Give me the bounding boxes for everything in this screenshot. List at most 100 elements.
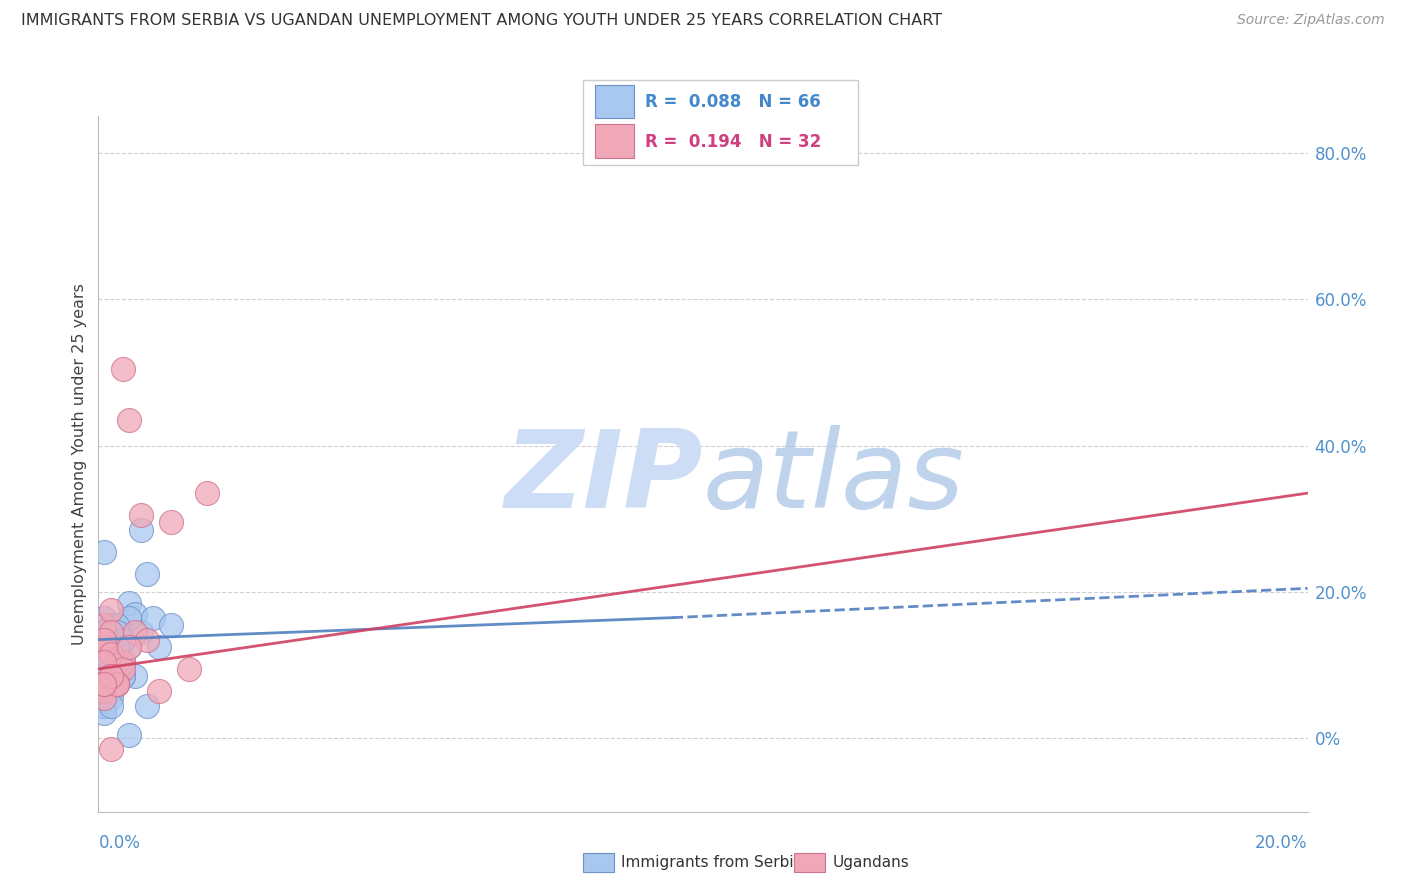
Point	[105, 676, 128, 690]
Point	[129, 625, 152, 640]
Point	[93, 691, 115, 706]
Point	[93, 647, 115, 661]
Point	[93, 676, 115, 690]
Point	[160, 516, 183, 530]
Point	[100, 676, 122, 690]
Text: atlas: atlas	[703, 425, 965, 530]
Point	[105, 655, 128, 669]
Point	[93, 640, 115, 654]
Point	[129, 523, 152, 537]
Point	[105, 618, 128, 632]
Point	[148, 684, 170, 698]
Point	[93, 632, 115, 647]
Text: 0.0%: 0.0%	[98, 834, 141, 852]
Point	[93, 676, 115, 690]
Point	[118, 596, 141, 610]
Point	[111, 632, 134, 647]
Point	[100, 669, 122, 683]
Point	[105, 647, 128, 661]
Point	[100, 625, 122, 640]
Point	[93, 698, 115, 713]
Point	[118, 640, 141, 654]
Point	[179, 662, 201, 676]
Point	[93, 610, 115, 624]
Point	[105, 676, 128, 690]
Point	[111, 662, 134, 676]
Point	[124, 607, 146, 621]
Point	[93, 640, 115, 654]
Point	[93, 655, 115, 669]
Point	[111, 669, 134, 683]
Point	[142, 610, 165, 624]
Point	[93, 625, 115, 640]
Point	[93, 640, 115, 654]
Point	[100, 632, 122, 647]
Point	[195, 486, 218, 500]
Point	[111, 655, 134, 669]
Point	[100, 684, 122, 698]
Point	[100, 669, 122, 683]
Point	[93, 618, 115, 632]
Point	[111, 658, 134, 673]
Point	[100, 691, 122, 706]
Point	[93, 669, 115, 683]
Point	[100, 662, 122, 676]
Point	[100, 684, 122, 698]
Point	[111, 669, 134, 683]
Point	[93, 545, 115, 559]
Point	[111, 655, 134, 669]
Point	[148, 640, 170, 654]
Text: R =  0.088   N = 66: R = 0.088 N = 66	[645, 94, 821, 112]
Point	[100, 618, 122, 632]
Point	[93, 676, 115, 690]
Point	[118, 610, 141, 624]
Point	[105, 625, 128, 640]
Point	[100, 640, 122, 654]
Text: R =  0.194   N = 32: R = 0.194 N = 32	[645, 133, 821, 151]
Point	[135, 566, 157, 581]
Point	[105, 669, 128, 683]
Point	[93, 691, 115, 706]
Point	[93, 676, 115, 690]
Point	[105, 676, 128, 690]
Point	[93, 662, 115, 676]
Point	[100, 698, 122, 713]
Point	[118, 728, 141, 742]
Point	[105, 662, 128, 676]
Point	[93, 632, 115, 647]
Point	[93, 706, 115, 720]
Point	[93, 655, 115, 669]
Point	[135, 698, 157, 713]
Point	[100, 655, 122, 669]
Point	[111, 662, 134, 676]
Point	[100, 647, 122, 661]
Point	[100, 742, 122, 756]
Point	[105, 640, 128, 654]
Point	[129, 508, 152, 522]
Point	[100, 603, 122, 617]
Point	[118, 640, 141, 654]
Point	[93, 684, 115, 698]
Point	[100, 647, 122, 661]
Point	[100, 647, 122, 661]
Point	[124, 669, 146, 683]
Point	[105, 655, 128, 669]
Point	[93, 662, 115, 676]
Point	[100, 669, 122, 683]
Point	[118, 413, 141, 427]
Point	[105, 676, 128, 690]
Text: Ugandans: Ugandans	[832, 855, 910, 870]
Text: Immigrants from Serbia: Immigrants from Serbia	[621, 855, 803, 870]
Point	[93, 625, 115, 640]
Point	[93, 698, 115, 713]
Point	[100, 669, 122, 683]
Point	[105, 632, 128, 647]
Y-axis label: Unemployment Among Youth under 25 years: Unemployment Among Youth under 25 years	[72, 283, 87, 645]
Point	[135, 632, 157, 647]
Text: Source: ZipAtlas.com: Source: ZipAtlas.com	[1237, 13, 1385, 28]
Point	[100, 669, 122, 683]
Point	[105, 636, 128, 650]
Point	[93, 684, 115, 698]
Point	[93, 655, 115, 669]
Point	[124, 625, 146, 640]
